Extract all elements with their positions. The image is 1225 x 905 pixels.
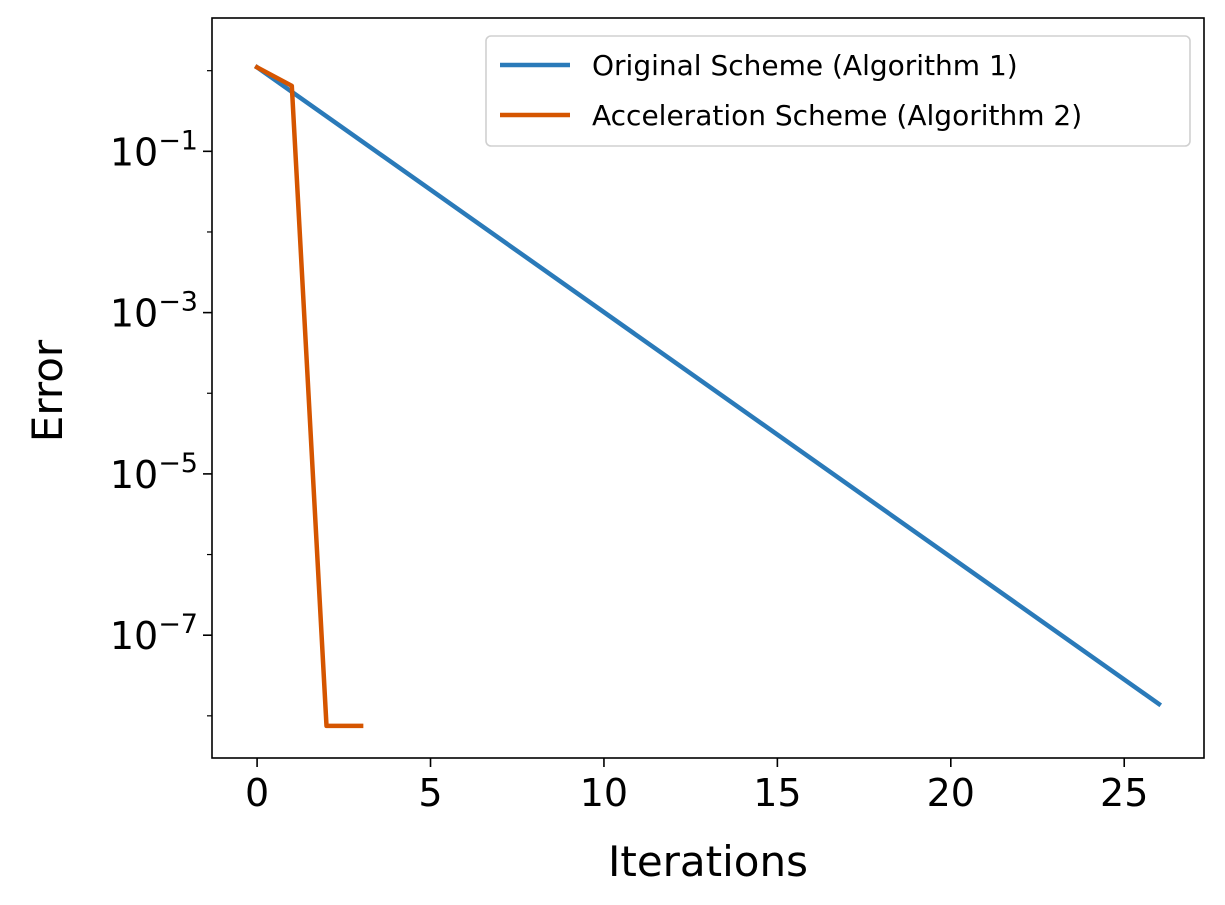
y-tick-label-2: 10−5 (110, 448, 198, 497)
y-axis: 10−1 10−3 10−5 10−7 (110, 70, 212, 717)
x-tick-label-2: 10 (580, 771, 628, 815)
series-layer (253, 64, 1163, 729)
x-tick-label-0: 0 (245, 771, 269, 815)
series-line-0 (253, 64, 1163, 708)
legend: Original Scheme (Algorithm 1) Acceleratio… (485, 35, 1191, 147)
x-axis-label: Iterations (608, 837, 808, 886)
x-tick-label-1: 5 (418, 771, 442, 815)
x-tick-label-5: 25 (1100, 771, 1148, 815)
legend-label-1: Acceleration Scheme (Algorithm 2) (592, 99, 1082, 132)
y-tick-label-0: 10−1 (110, 125, 198, 174)
y-tick-label-3: 10−7 (110, 609, 198, 658)
y-tick-label-1: 10−3 (110, 287, 198, 336)
y-axis-label: Error (23, 339, 72, 442)
x-tick-label-4: 20 (927, 771, 975, 815)
x-tick-label-3: 15 (753, 771, 801, 815)
x-axis: 0 5 10 15 20 25 (245, 758, 1148, 815)
series-line-1 (254, 64, 364, 729)
legend-label-0: Original Scheme (Algorithm 1) (592, 49, 1018, 82)
legend-box (485, 35, 1191, 147)
plot-frame (211, 17, 1205, 759)
